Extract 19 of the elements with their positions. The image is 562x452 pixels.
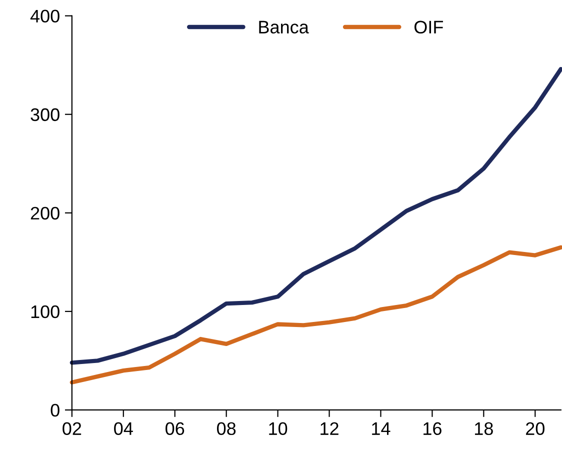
x-tick-label: 10: [269, 422, 288, 436]
x-tick-label: 18: [475, 422, 493, 436]
legend-label: Banca: [259, 20, 309, 34]
x-tick-label: 14: [372, 422, 390, 435]
y-tick-label: 400: [30, 10, 60, 23]
line-series: [70, 66, 562, 365]
x-tick-label: 02: [62, 422, 82, 436]
x-tick-label: 12: [320, 422, 338, 435]
y-tick-label: 200: [30, 206, 60, 220]
y-tick-label: 300: [30, 108, 60, 122]
x-tick-label: 20: [526, 422, 544, 436]
x-tick-label: 06: [166, 422, 184, 436]
line-series: [70, 245, 562, 384]
x-tick-label: 16: [424, 422, 442, 436]
y-tick-label: 0: [50, 404, 60, 417]
legend-label: OIF: [414, 20, 443, 34]
x-tick-label: 08: [217, 422, 236, 436]
x-tick-label: 04: [114, 422, 133, 436]
y-tick-label: 100: [31, 305, 60, 318]
